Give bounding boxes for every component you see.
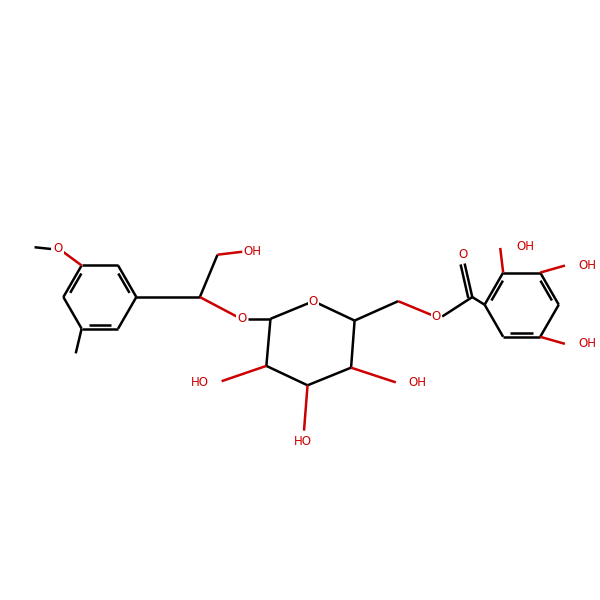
- Text: O: O: [459, 248, 468, 261]
- Text: OH: OH: [517, 240, 535, 253]
- Text: O: O: [432, 310, 441, 323]
- Text: O: O: [53, 242, 63, 256]
- Text: OH: OH: [409, 376, 427, 389]
- Text: OH: OH: [244, 245, 262, 258]
- Text: OH: OH: [578, 337, 596, 350]
- Text: O: O: [53, 242, 63, 256]
- Text: HO: HO: [191, 376, 209, 389]
- Text: O: O: [238, 313, 247, 325]
- Text: OH: OH: [578, 259, 596, 272]
- Text: HO: HO: [294, 435, 312, 448]
- Text: O: O: [309, 295, 318, 308]
